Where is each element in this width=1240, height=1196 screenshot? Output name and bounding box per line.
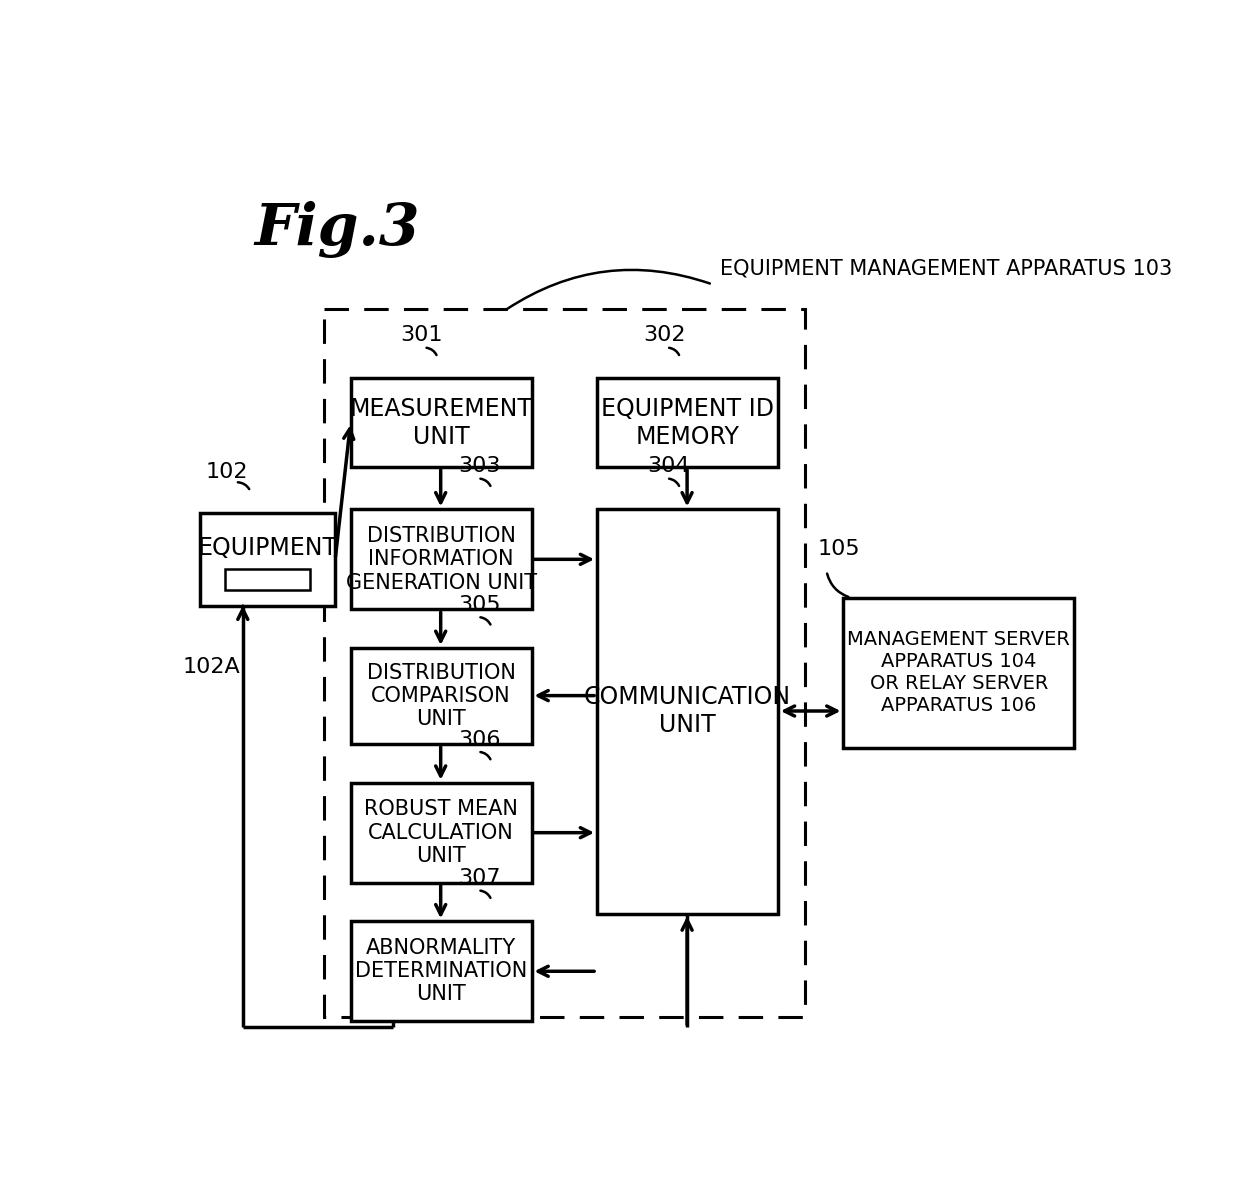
Text: COMMUNICATION
UNIT: COMMUNICATION UNIT [584, 685, 791, 737]
Bar [843, 598, 1074, 748]
Text: 304: 304 [647, 456, 689, 476]
Text: 302: 302 [644, 325, 686, 346]
Text: ROBUST MEAN
CALCULATION
UNIT: ROBUST MEAN CALCULATION UNIT [365, 799, 518, 866]
Bar [351, 509, 532, 610]
Bar [201, 513, 335, 605]
Text: 102A: 102A [182, 657, 241, 677]
Text: DISTRIBUTION
COMPARISON
UNIT: DISTRIBUTION COMPARISON UNIT [367, 663, 516, 730]
Text: 303: 303 [459, 456, 501, 476]
Text: 305: 305 [459, 594, 501, 615]
Text: EQUIPMENT ID
MEMORY: EQUIPMENT ID MEMORY [601, 397, 774, 448]
Text: MEASUREMENT
UNIT: MEASUREMENT UNIT [350, 397, 532, 448]
Bar [351, 921, 532, 1021]
Text: EQUIPMENT: EQUIPMENT [197, 536, 337, 560]
Text: ABNORMALITY
DETERMINATION
UNIT: ABNORMALITY DETERMINATION UNIT [355, 938, 527, 1005]
Text: 105: 105 [818, 539, 861, 560]
Bar [596, 378, 777, 466]
Bar [226, 568, 310, 590]
Bar [351, 782, 532, 883]
Text: 306: 306 [459, 730, 501, 750]
Bar [324, 309, 805, 1018]
Bar [351, 378, 532, 466]
Text: EQUIPMENT MANAGEMENT APPARATUS 103: EQUIPMENT MANAGEMENT APPARATUS 103 [720, 258, 1173, 279]
Text: Fig.3: Fig.3 [254, 201, 420, 258]
Text: MANAGEMENT SERVER
APPARATUS 104
OR RELAY SERVER
APPARATUS 106: MANAGEMENT SERVER APPARATUS 104 OR RELAY… [847, 630, 1070, 715]
Text: 307: 307 [459, 868, 501, 889]
Text: 301: 301 [401, 325, 443, 346]
Text: 102: 102 [206, 463, 248, 482]
Text: DISTRIBUTION
INFORMATION
GENERATION UNIT: DISTRIBUTION INFORMATION GENERATION UNIT [346, 526, 537, 592]
Bar [351, 648, 532, 744]
Bar [596, 509, 777, 914]
